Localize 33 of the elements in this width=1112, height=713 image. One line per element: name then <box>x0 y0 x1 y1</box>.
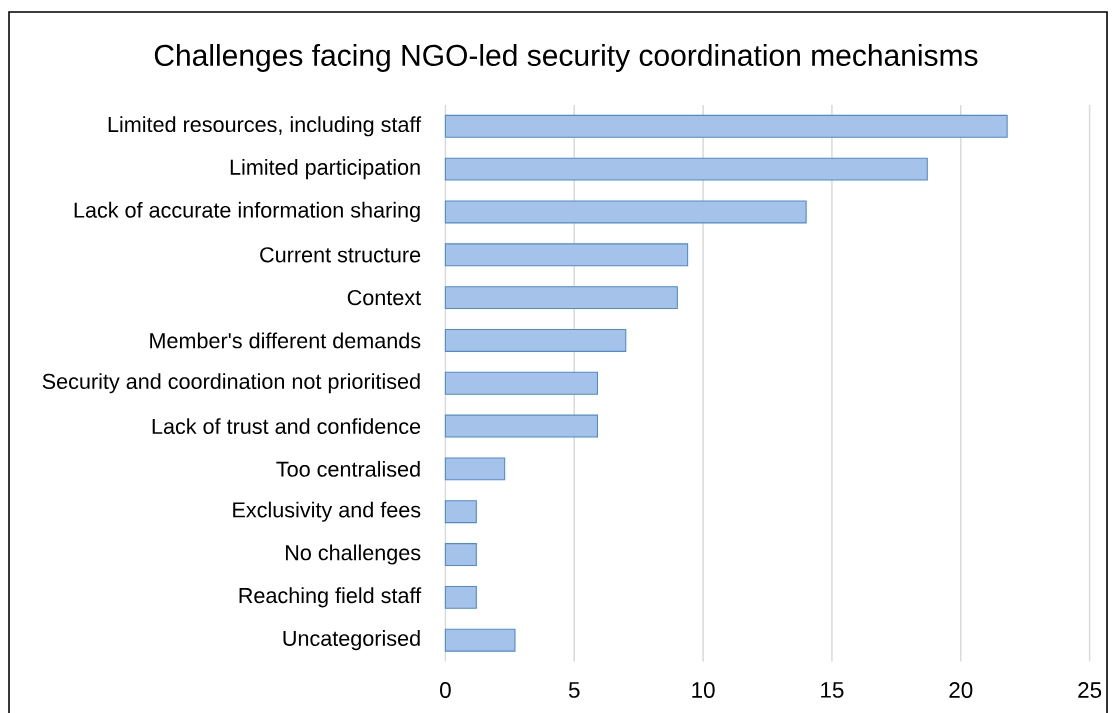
x-tick-label: 10 <box>692 682 715 698</box>
y-tick-label: Exclusivity and fees <box>233 501 421 522</box>
bar <box>444 157 928 181</box>
y-tick-label: Reaching field staff <box>239 587 422 608</box>
bar <box>444 500 477 524</box>
bar <box>444 200 807 224</box>
x-tick-label: 25 <box>1078 682 1102 698</box>
y-tick-label: Uncategorised <box>283 630 420 651</box>
bar <box>444 457 506 481</box>
bar <box>444 286 678 310</box>
y-tick-label: Current structure <box>260 247 421 263</box>
bar <box>444 543 477 567</box>
y-tick-label: Context <box>347 289 421 306</box>
bar <box>444 243 689 267</box>
chart-title: Challenges facing NGO-led security coordination mechanisms <box>154 44 978 72</box>
y-tick-label: Security and coordination not prioritised <box>42 373 420 394</box>
bar <box>444 585 477 609</box>
x-tick-label: 15 <box>821 682 844 698</box>
y-tick-label: Limited resources, including staff <box>108 116 422 137</box>
y-tick-label: No challenges <box>286 544 421 565</box>
x-tick-label: 5 <box>568 682 580 698</box>
y-tick-label: Lack of trust and confidence <box>152 418 421 434</box>
x-tick-label: 0 <box>440 682 451 698</box>
y-tick-label: Lack of accurate information sharing <box>74 201 420 223</box>
bar <box>444 371 598 395</box>
y-tick-label: Too centralised <box>276 460 420 477</box>
x-tick-label: 20 <box>949 682 973 698</box>
bar <box>444 114 1008 138</box>
bar <box>444 414 598 438</box>
y-tick-label: Limited participation <box>230 159 420 180</box>
y-tick-label: Member's different demands <box>150 332 421 349</box>
bar <box>444 328 627 352</box>
bar <box>444 628 516 652</box>
